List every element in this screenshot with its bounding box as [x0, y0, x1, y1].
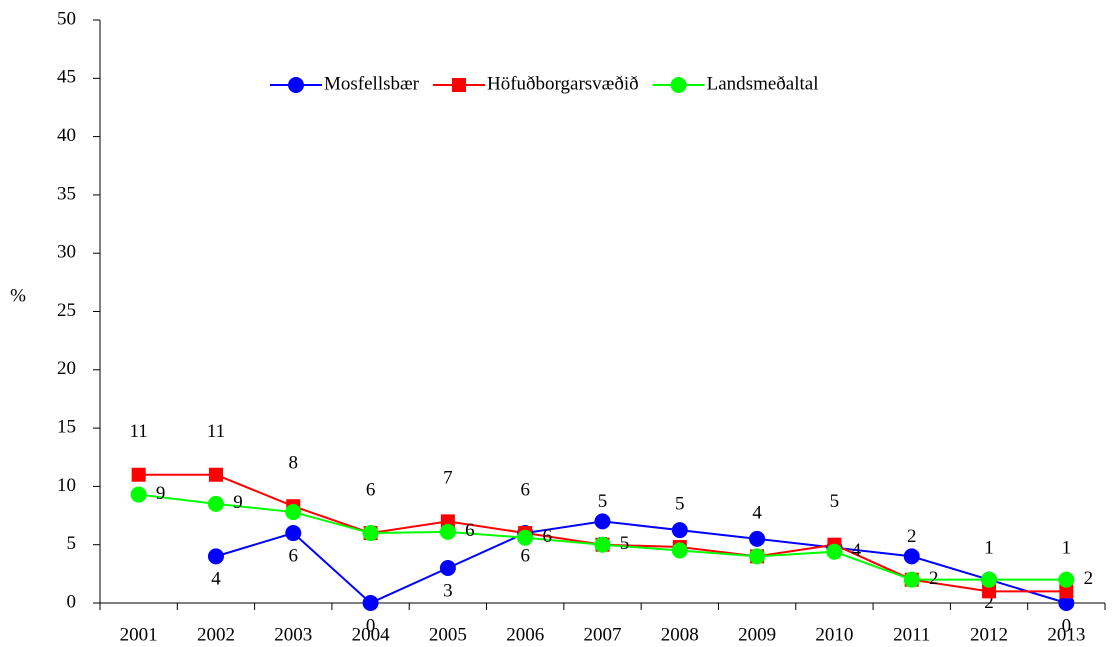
marker	[1058, 571, 1075, 588]
x-tick-label: 2003	[274, 624, 312, 645]
data-label: 0	[366, 615, 376, 636]
x-tick-label: 2001	[120, 624, 158, 645]
marker	[207, 495, 224, 512]
data-label: 5	[675, 493, 685, 514]
marker	[130, 486, 147, 503]
marker	[362, 525, 379, 542]
x-tick-label: 2013	[1047, 624, 1085, 645]
data-label: 1	[984, 538, 994, 559]
marker	[982, 584, 997, 599]
x-tick-label: 2004	[352, 624, 391, 645]
data-label: 4	[752, 503, 762, 524]
marker	[749, 530, 766, 547]
marker	[903, 548, 920, 565]
x-tick-label: 2005	[429, 624, 467, 645]
marker	[903, 571, 920, 588]
data-label: 4	[852, 540, 862, 561]
data-label: 5	[830, 491, 840, 512]
x-tick-label: 2009	[738, 624, 776, 645]
y-tick-label: 30	[57, 242, 76, 263]
marker	[439, 523, 456, 540]
marker	[439, 560, 456, 577]
marker	[517, 529, 534, 546]
x-tick-label: 2011	[893, 624, 930, 645]
data-label: 11	[130, 421, 148, 442]
legend-label: Höfuðborgarsvæðið	[487, 73, 639, 94]
x-tick-label: 2007	[584, 624, 622, 645]
marker	[285, 504, 302, 521]
legend-label: Landsmeðaltal	[707, 73, 819, 94]
marker	[1058, 595, 1075, 611]
data-label: 2	[1084, 568, 1094, 589]
data-label: 1	[1062, 538, 1072, 559]
data-label: 9	[156, 483, 166, 504]
marker	[671, 542, 688, 559]
marker	[594, 513, 611, 530]
data-label: 9	[233, 492, 243, 513]
legend-marker	[670, 77, 687, 93]
data-label: 2	[907, 526, 917, 547]
data-label: 6	[520, 479, 530, 500]
data-label: 6	[289, 545, 299, 566]
y-tick-label: 50	[57, 8, 76, 29]
x-tick-label: 2002	[197, 624, 235, 645]
y-tick-label: 25	[57, 300, 76, 321]
legend-marker	[288, 77, 304, 93]
x-tick-label: 2012	[970, 624, 1008, 645]
data-label: 2	[984, 592, 994, 613]
legend-label: Mosfellsbær	[324, 73, 420, 94]
x-tick-label: 2008	[661, 624, 699, 645]
data-label: 8	[289, 453, 299, 474]
data-label: 2	[929, 568, 939, 589]
marker	[285, 525, 302, 542]
data-label: 5	[598, 491, 608, 512]
marker	[594, 536, 611, 553]
marker	[208, 467, 223, 482]
data-label: 6	[520, 545, 530, 566]
series-line	[215, 520, 1067, 605]
y-tick-label: 0	[67, 591, 77, 612]
marker	[1059, 584, 1074, 599]
data-label: 3	[443, 580, 453, 601]
x-tick-label: 2010	[815, 624, 853, 645]
x-tick-label: 2006	[506, 624, 544, 645]
marker	[362, 595, 379, 611]
data-label: 5	[620, 533, 630, 554]
data-label: 6	[465, 520, 475, 541]
data-label: 6	[366, 479, 376, 500]
y-tick-label: 10	[57, 475, 76, 496]
legend-marker	[452, 78, 466, 92]
y-tick-label: 35	[57, 183, 76, 204]
y-tick-label: 40	[57, 125, 76, 146]
marker	[749, 548, 766, 565]
y-tick-label: 5	[67, 533, 77, 554]
y-tick-label: 15	[57, 416, 76, 437]
marker	[131, 467, 146, 482]
y-tick-label: 45	[57, 67, 76, 88]
marker	[981, 571, 998, 588]
data-label: 4	[211, 569, 221, 590]
marker	[826, 543, 843, 560]
marker	[207, 548, 224, 565]
y-axis-label: %	[10, 285, 26, 306]
data-label: 0	[1062, 615, 1072, 636]
marker	[671, 522, 688, 539]
data-label: 6	[542, 526, 552, 547]
data-label: 11	[207, 421, 225, 442]
y-tick-label: 20	[57, 358, 76, 379]
data-label: 7	[443, 468, 453, 489]
